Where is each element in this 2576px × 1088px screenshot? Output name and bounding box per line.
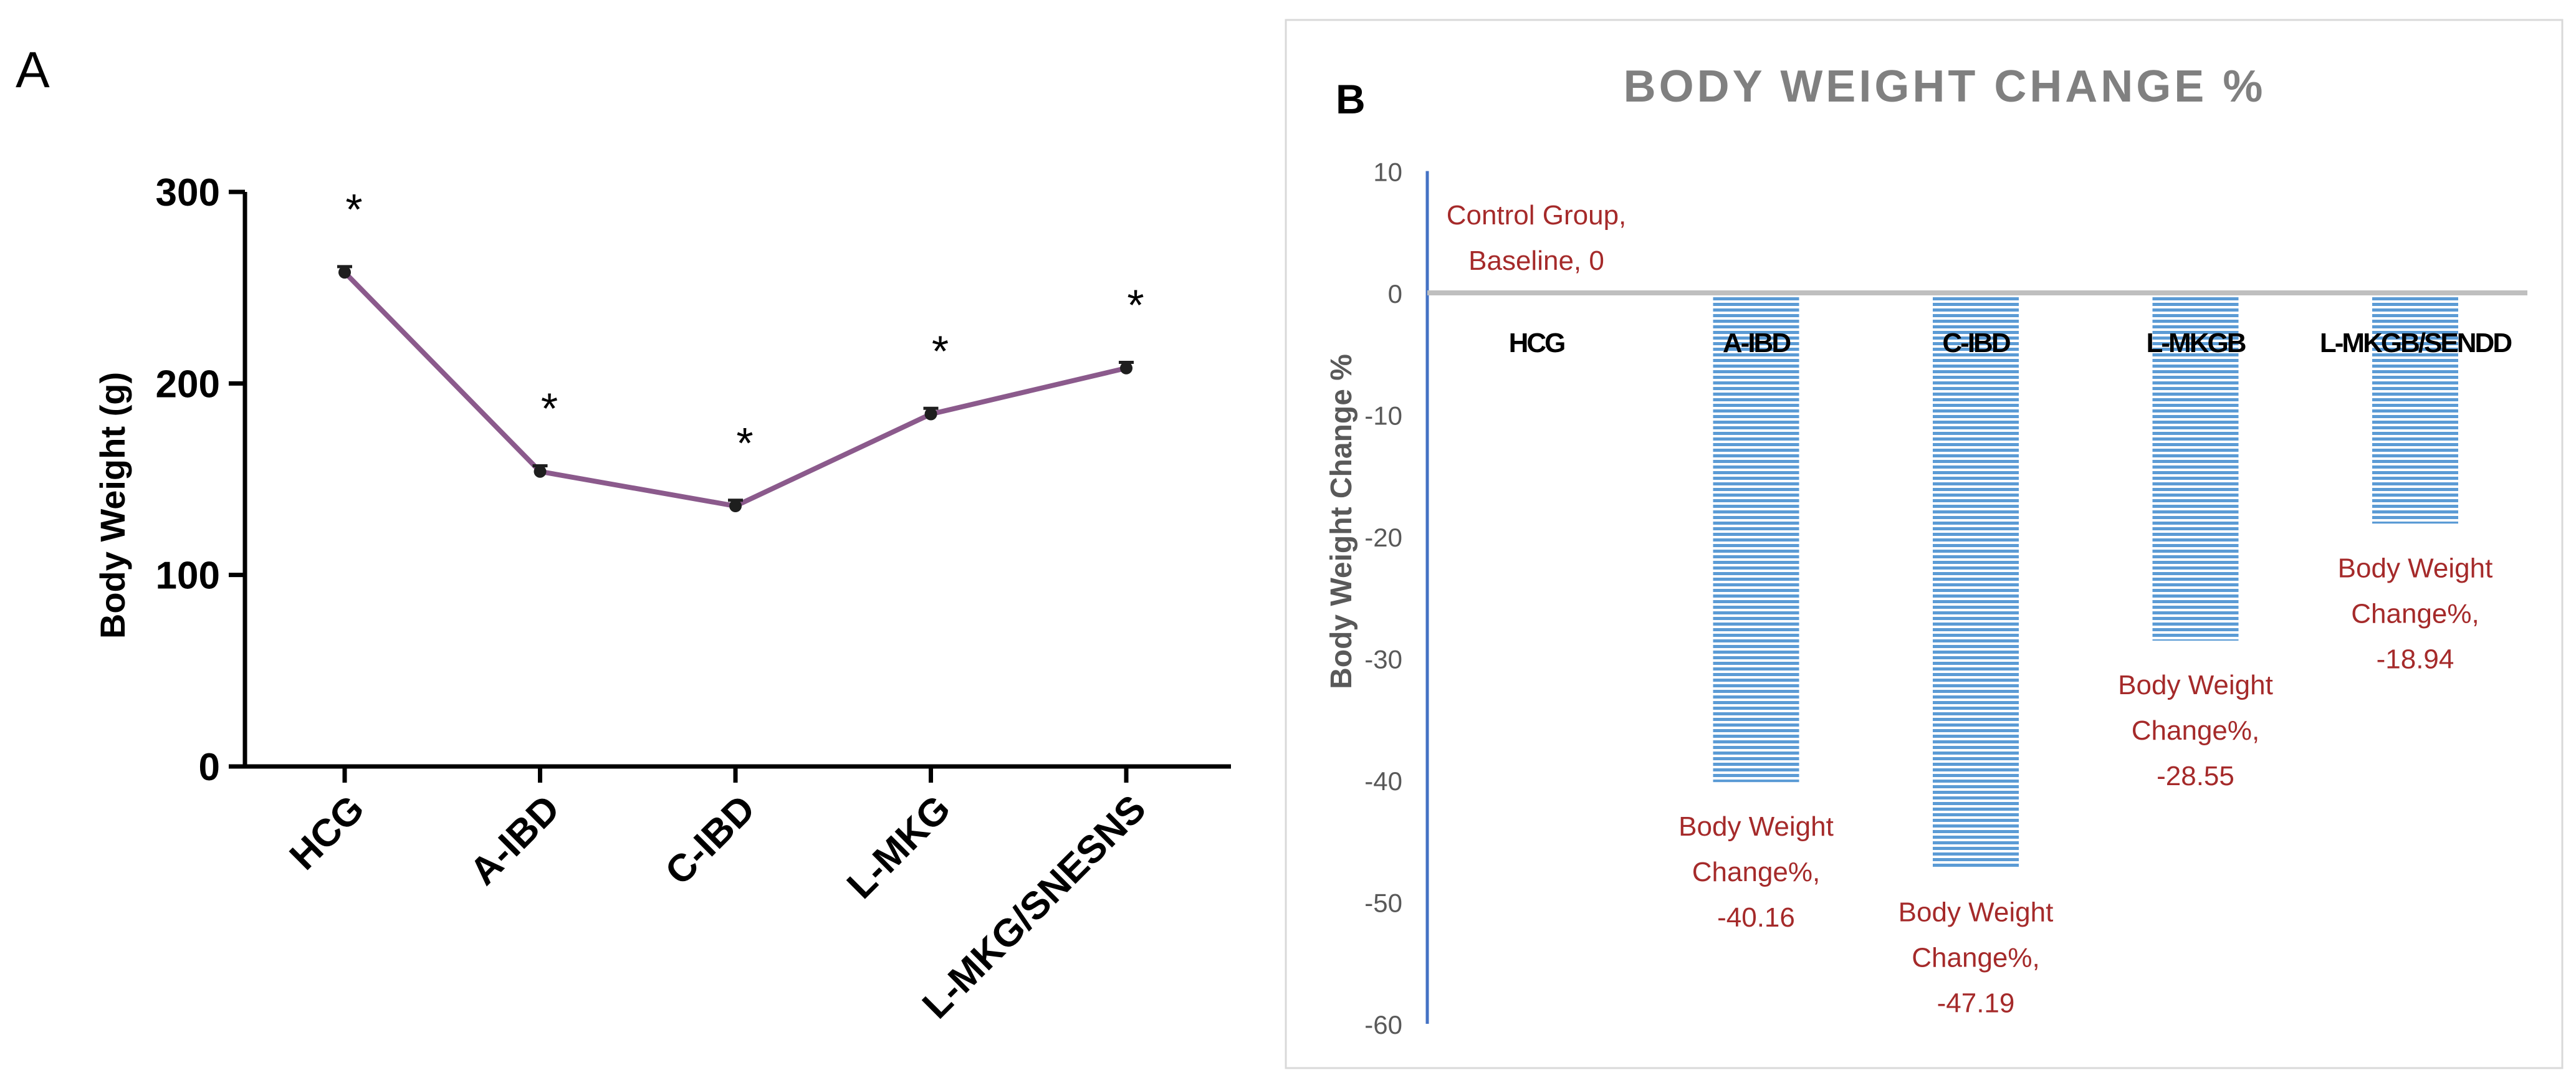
panel-b-label: B — [1336, 76, 1366, 122]
x-category-label: L-MKGB — [2147, 328, 2246, 358]
x-category-label: HCG — [1509, 328, 1565, 358]
x-tick-label: L-MKG — [839, 787, 959, 907]
x-category-label: A-IBD — [1723, 328, 1790, 358]
y-tick-label: 0 — [199, 746, 220, 789]
data-point — [534, 465, 547, 478]
series-line — [345, 272, 1126, 506]
y-tick-label: 300 — [156, 171, 220, 214]
significance-marker: * — [541, 384, 558, 433]
x-tick-label: A-IBD — [462, 787, 568, 894]
bar — [1933, 295, 2019, 868]
y-tick-label: 100 — [156, 555, 220, 598]
x-category-label: C-IBD — [1942, 328, 2009, 358]
x-tick-label: HCG — [282, 787, 373, 878]
data-point — [1120, 362, 1132, 375]
data-point — [925, 408, 937, 421]
y-tick-label: 10 — [1373, 158, 1402, 187]
y-tick-label: -60 — [1364, 1010, 1402, 1039]
y-tick-label: -40 — [1364, 766, 1402, 796]
panel-b-chart-title: BODY WEIGHT CHANGE % — [1624, 62, 2266, 112]
panel-a: A Body Weight (g) 0 100 200 300 HCG A-IBD C-I… — [16, 42, 1231, 1027]
y-tick-label: -10 — [1364, 401, 1402, 431]
panel-b: B BODY WEIGHT CHANGE % Body Weight Chang… — [1286, 20, 2562, 1068]
data-point — [729, 500, 742, 512]
significance-marker: * — [932, 327, 949, 376]
significance-marker: * — [1127, 281, 1144, 330]
panel-a-y-axis-title: Body Weight (g) — [93, 372, 132, 639]
figure: A Body Weight (g) 0100200300 HCG A-IBD C-I… — [0, 0, 2576, 1088]
y-tick-label: 0 — [1388, 279, 1402, 308]
data-point — [338, 266, 351, 279]
panel-a-plot-area: * * * * * — [337, 185, 1144, 512]
y-tick-label: 200 — [156, 363, 220, 406]
y-tick-label: -20 — [1364, 523, 1402, 552]
significance-marker: * — [345, 185, 362, 234]
y-tick-label: -50 — [1364, 889, 1402, 918]
panel-b-y-axis-title: Body Weight Change % — [1325, 354, 1358, 689]
significance-marker: * — [736, 419, 753, 467]
x-tick-label: C-IBD — [657, 787, 764, 894]
bar — [1713, 295, 1799, 782]
panel-a-y-axis: 0 100 200 300 — [156, 171, 245, 789]
panel-a-label: A — [16, 42, 50, 98]
y-tick-label: -30 — [1364, 645, 1402, 674]
x-category-label: L-MKGB/SENDD — [2320, 328, 2511, 358]
